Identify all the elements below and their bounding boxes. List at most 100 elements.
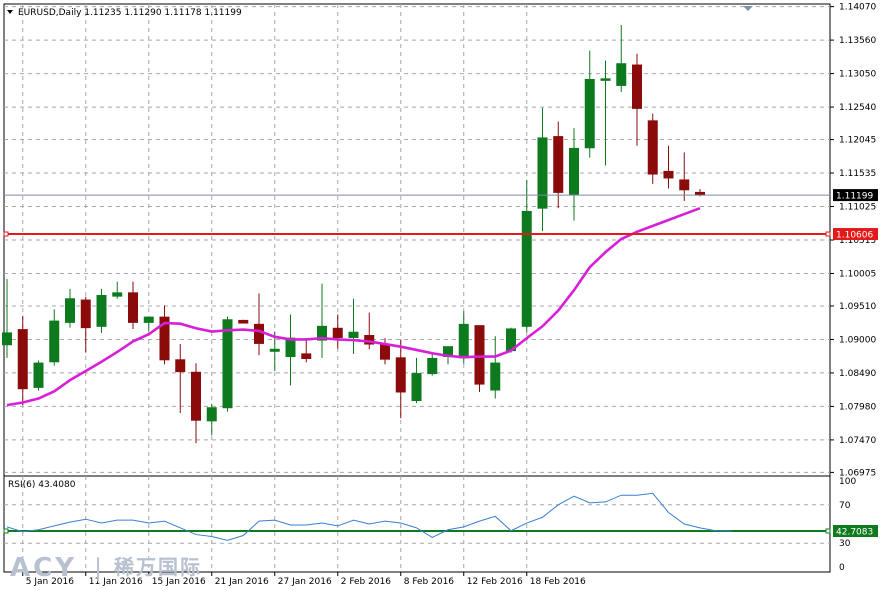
candle: [49, 309, 60, 366]
candle: [128, 281, 138, 329]
candle: [537, 107, 548, 232]
price-tick-label: 1.09000: [839, 335, 876, 345]
candle-body: [663, 170, 674, 179]
candle-body: [128, 292, 138, 323]
candle: [569, 128, 579, 221]
price-tick-label: 1.08490: [839, 369, 876, 379]
price-tick-label: 1.06975: [839, 468, 876, 478]
rsi-level-label: 42.7083: [836, 528, 873, 538]
candle-body: [49, 320, 60, 363]
shift-marker-icon[interactable]: [743, 6, 753, 11]
candle: [191, 363, 201, 444]
logo-chinese: 稀万国际: [114, 555, 202, 579]
candle: [600, 60, 611, 166]
candle: [647, 113, 658, 184]
candle-body: [427, 357, 438, 375]
candle: [553, 121, 564, 209]
time-tick-label: 5 Jan 2016: [26, 577, 74, 587]
candle: [679, 152, 690, 201]
time-axis: 5 Jan 2016 11 Jan 2016 15 Jan 2016 21 Jan 2…: [22, 572, 586, 587]
candle: [632, 53, 642, 146]
price-tick-label: 1.10005: [839, 269, 876, 279]
candle: [395, 339, 406, 419]
candle-body: [222, 319, 233, 409]
level-line-tag: [833, 228, 878, 241]
candle-body: [458, 323, 469, 359]
rsi-tick-label: 30: [839, 539, 851, 549]
candle-body: [411, 373, 422, 402]
price-tick-label: 1.11025: [839, 203, 876, 213]
price-tick-label: 1.14070: [839, 3, 876, 13]
candle: [348, 298, 359, 354]
candle-body: [80, 299, 91, 329]
candle-body: [112, 292, 123, 297]
rsi-axis: 100 70 30 0: [839, 477, 856, 573]
candle-body: [521, 210, 532, 327]
candle: [2, 279, 12, 358]
rsi-line: [6, 492, 732, 541]
candle: [80, 296, 91, 353]
price-tick-label: 1.09510: [839, 302, 876, 312]
candle-body: [65, 298, 75, 323]
rsi-level-handle-left[interactable]: [3, 528, 9, 534]
rsi-level-handle-right[interactable]: [825, 528, 831, 534]
price-axis: 1.14070 1.13560 1.13050 1.12540 1.12045 1.115…: [830, 3, 876, 478]
price-tick-label: 1.07470: [839, 436, 876, 446]
candle: [175, 344, 186, 413]
candle: [427, 353, 438, 376]
moving-average-line: [6, 206, 701, 407]
time-tick-label: 8 Feb 2016: [404, 577, 455, 587]
candle: [490, 336, 501, 399]
time-tick-label: 12 Feb 2016: [467, 577, 523, 587]
logo-brand: ACY: [10, 553, 77, 583]
price-tick-label: 1.12540: [839, 103, 876, 113]
candle-body: [238, 319, 249, 324]
candle-body: [490, 362, 501, 391]
time-tick-label: 18 Feb 2016: [530, 577, 586, 587]
candle: [238, 319, 249, 324]
price-tick-label: 1.10515: [839, 236, 876, 246]
candle-body: [569, 147, 579, 195]
candle-body: [285, 337, 296, 358]
candle-body: [348, 331, 359, 338]
candle-body: [616, 63, 627, 86]
candle: [222, 316, 233, 412]
time-tick-label: 15 Jan 2016: [152, 577, 206, 587]
candle: [65, 288, 75, 328]
candle: [616, 25, 627, 92]
candle-body: [600, 78, 611, 81]
candle-body: [474, 325, 485, 385]
current-price-label: 1.11199: [836, 192, 873, 202]
candle: [96, 288, 107, 333]
candle: [521, 179, 532, 333]
logo-separator: |: [94, 554, 102, 582]
candle: [474, 325, 485, 392]
horizontal-lines: 1.11199 1.10606 42.7083: [3, 189, 878, 538]
candle-body: [395, 357, 406, 393]
collapse-triangle-icon[interactable]: [7, 10, 13, 14]
candle: [317, 283, 327, 358]
candle-body: [537, 137, 548, 209]
rsi-header: RSI(6) 43.4080: [8, 480, 76, 490]
candle-body: [632, 64, 642, 109]
price-tick-label: 1.11535: [839, 169, 876, 179]
candle-body: [254, 323, 264, 344]
level-line-handle-left[interactable]: [3, 231, 9, 237]
candle: [301, 338, 312, 363]
rsi-tick-label: 0: [839, 563, 845, 573]
price-tick-label: 1.12045: [839, 136, 876, 146]
candle-body: [191, 371, 201, 421]
price-header: EURUSD,Daily 1.11235 1.11290 1.11178 1.1…: [18, 8, 242, 18]
candle-body: [175, 359, 186, 373]
time-tick-label: 2 Feb 2016: [341, 577, 392, 587]
candle-body: [206, 407, 217, 422]
rsi-tick-label: 70: [839, 501, 851, 511]
rsi-pane: [3, 475, 831, 573]
chart-header: EURUSD,Daily 1.11235 1.11290 1.11178 1.1…: [7, 6, 753, 18]
level-line-handle-right[interactable]: [825, 231, 831, 237]
rsi-level-tag: [833, 525, 878, 538]
time-tick-label: 11 Jan 2016: [89, 577, 143, 587]
candle: [584, 50, 595, 158]
candle-body: [317, 325, 327, 341]
